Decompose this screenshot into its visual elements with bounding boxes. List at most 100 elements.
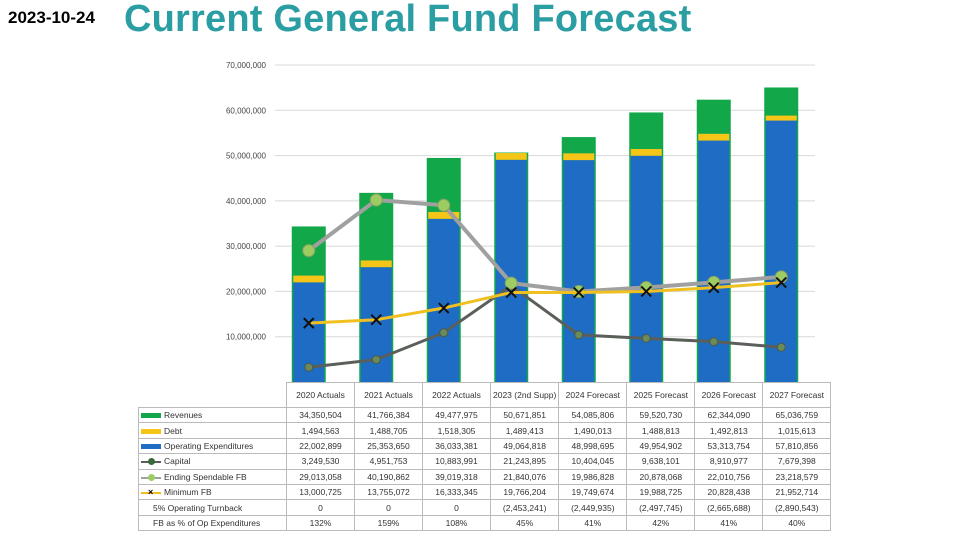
bar-debt (765, 115, 797, 121)
table-cell: 49,064,818 (489, 437, 560, 455)
legend-swatch-icon: × (141, 487, 161, 496)
row-label: FB as % of Op Expenditures (138, 514, 287, 532)
table-cell: 159% (354, 514, 423, 532)
table-cell: 45% (489, 514, 560, 532)
table-cell: 9,638,101 (626, 453, 696, 470)
table-cell: 10,404,045 (558, 453, 628, 470)
table-cell: 49,954,902 (626, 437, 696, 455)
table-cell: 4,951,753 (354, 453, 423, 470)
table-cell: 3,249,530 (286, 453, 355, 470)
row-label: Operating Expenditures (138, 437, 287, 455)
line-minimum-fb (308, 281, 782, 325)
table-cell: 34,350,504 (286, 406, 355, 424)
table-row: Revenues 34,350,504 41,766,384 49,477,975 50… (138, 406, 832, 424)
table-row: Ending Spendable FB 29,013,058 40,190,862 3… (138, 468, 832, 485)
point-minimum-fb (505, 286, 517, 299)
bar-operating-expenditures (630, 155, 662, 382)
row-label-text: Capital (164, 456, 191, 467)
table-corner (139, 383, 287, 408)
table-cell: 19,986,828 (558, 468, 628, 485)
point-minimum-fb (708, 281, 720, 294)
bar-operating-expenditures (563, 160, 595, 382)
point-minimum-fb (573, 286, 585, 299)
table-cell: 36,033,381 (422, 437, 491, 455)
table-cell: (2,890,543) (762, 499, 832, 516)
y-tick-label: 20,000,000 (226, 287, 267, 296)
table-cell: 1,489,413 (489, 422, 560, 439)
point-capital (641, 333, 651, 343)
table-cell: 132% (286, 514, 355, 532)
table-row: FB as % of Op Expenditures 132% 159% 108% 45… (138, 514, 832, 532)
table-cell: 1,518,305 (422, 422, 491, 439)
table-cell: (2,497,745) (626, 499, 696, 516)
table-cell: 23,218,579 (762, 468, 832, 485)
bar-debt (563, 153, 595, 161)
table-cell: 21,952,714 (762, 483, 832, 501)
row-label: × Minimum FB (138, 483, 287, 501)
table-row: Debt 1,494,563 1,488,705 1,518,305 1,489,413… (138, 422, 832, 439)
page-title: Current General Fund Forecast (124, 0, 692, 40)
table-row: Operating Expenditures 22,002,899 25,353,6… (138, 437, 832, 455)
y-tick-label: 30,000,000 (226, 242, 267, 251)
point-ending-spendable-fb (369, 193, 383, 207)
table-cell: 21,243,895 (489, 453, 560, 470)
point-capital (574, 330, 584, 340)
bar-debt (293, 275, 325, 283)
column-header: 2021 Actuals (354, 382, 423, 408)
table-cell: 65,036,759 (762, 406, 832, 424)
y-tick-label: 60,000,000 (226, 106, 267, 115)
point-capital (304, 362, 314, 372)
table-cell: 1,488,705 (354, 422, 423, 439)
table-cell: 40,190,862 (354, 468, 423, 485)
table-cell: 57,810,856 (762, 437, 832, 455)
table-cell: 1,488,813 (626, 422, 696, 439)
point-ending-spendable-fb (774, 270, 788, 284)
table-cell: 20,878,068 (626, 468, 696, 485)
table-cell: 0 (286, 499, 355, 516)
column-header: 2027 Forecast (762, 382, 832, 408)
table-cell: 8,910,977 (694, 453, 764, 470)
bar-operating-expenditures (360, 267, 392, 382)
table-cell: 62,344,090 (694, 406, 764, 424)
y-tick-label: 70,000,000 (226, 61, 267, 70)
bar-debt (428, 211, 460, 219)
data-table: 2020 Actuals 2021 Actuals 2022 Actuals 2023… (138, 382, 832, 532)
table-cell: 10,883,991 (422, 453, 491, 470)
table-cell: 0 (422, 499, 491, 516)
point-minimum-fb (640, 285, 652, 298)
point-capital (439, 328, 449, 338)
point-minimum-fb (303, 317, 315, 329)
point-capital (371, 355, 381, 365)
table-cell: 19,749,674 (558, 483, 628, 501)
bar-operating-expenditures (765, 120, 797, 383)
point-minimum-fb (775, 276, 787, 289)
table-cell: 29,013,058 (286, 468, 355, 485)
point-ending-spendable-fb (504, 276, 518, 290)
table-row: 5% Operating Turnback 0 0 0 (2,453,241) (2,44… (138, 499, 832, 516)
table-cell: 41,766,384 (354, 406, 423, 424)
line-ending-spendable-fb (307, 197, 782, 294)
column-header: 2025 Forecast (626, 382, 696, 408)
table-cell: 48,998,695 (558, 437, 628, 455)
line-capital (308, 283, 782, 369)
table-cell: 54,085,806 (558, 406, 628, 424)
table-cell: 50,671,851 (489, 406, 560, 424)
table-header-row: 2020 Actuals 2021 Actuals 2022 Actuals 2023… (139, 382, 832, 408)
point-capital (709, 337, 719, 347)
table-cell: (2,449,935) (558, 499, 628, 516)
table-row: × Minimum FB 13,000,725 13,755,072 16,333,34… (138, 483, 832, 501)
table-cell: 25,353,650 (354, 437, 423, 455)
table-cell: 41% (694, 514, 764, 532)
bar-debt (698, 133, 730, 141)
table-cell: 53,313,754 (694, 437, 764, 455)
column-header: 2023 (2nd Supp) (489, 382, 560, 408)
bar-operating-expenditures (428, 218, 460, 382)
row-label: 5% Operating Turnback (138, 499, 287, 516)
row-label: Revenues (138, 406, 287, 424)
table-cell: 7,679,398 (762, 453, 832, 470)
point-minimum-fb (370, 314, 382, 326)
point-ending-spendable-fb (437, 198, 451, 212)
table-cell: (2,665,688) (694, 499, 764, 516)
date-label: 2023-10-24 (8, 8, 95, 27)
row-label: Debt (138, 422, 287, 439)
